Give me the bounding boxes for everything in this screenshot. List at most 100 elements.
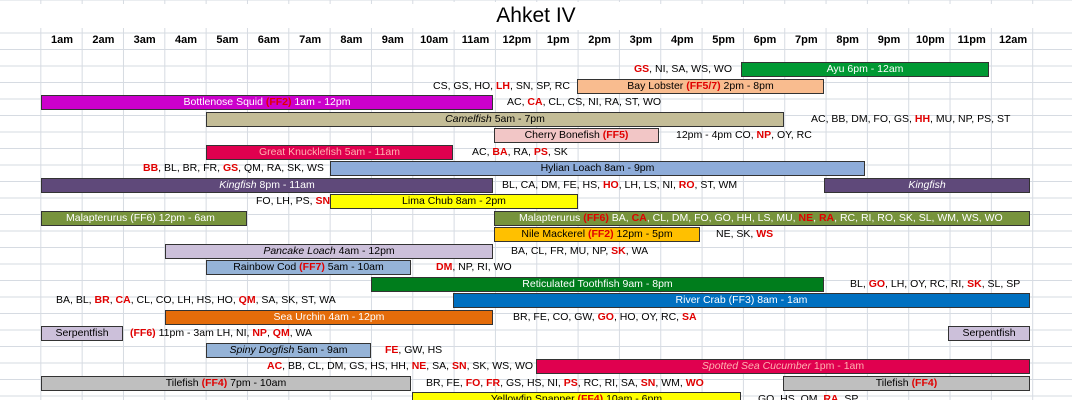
hour-label: 12am [998,34,1028,46]
highlight-code: LH [496,79,511,92]
location-codes: 12pm - 4pm CO, NP, OY, RC [676,128,812,143]
label-part: , CL, CS, NI, RA, ST, WO [542,96,662,108]
label-part: NE, SK, [716,228,757,240]
label-part: Cherry Bonefish [524,129,603,141]
label-part: Pancake Loach [263,244,336,257]
highlight-code: SN [640,376,656,389]
highlight-code: PS [563,376,578,389]
label-part: 5am - 10am [324,261,384,273]
label-part: , [266,327,273,339]
highlight-code: DM [436,261,453,273]
label-part: CS, GS, HO, [433,79,497,92]
time-bar-bottlenose-squid: Bottlenose Squid (FF2) 1am - 12pm [41,95,493,110]
highlight-code: GO [868,277,886,290]
highlight-code: NE [411,360,427,372]
label-part: Bottlenose Squid [183,96,266,108]
time-bar-ayu-6pm-12am: Ayu 6pm - 12am [741,62,989,77]
label-part: , CL, DM, FO, GO, HH, LS, MU, [646,211,799,224]
time-bar-rainbow-cod: Rainbow Cod (FF7) 5am - 10am [206,260,411,275]
label-part: 5am - 7pm [491,112,545,125]
label-part: AC, BB, DM, FO, GS, [811,112,915,125]
highlight-code: CA [631,211,647,224]
label-part: BA, CL, FR, MU, NP, [511,244,612,257]
time-bar-pancake-loach: Pancake Loach 4am - 12pm [165,243,493,259]
location-codes: CS, GS, HO, LH, SN, SP, RC [433,79,570,94]
label-part: , NI, SA, WS, WO [649,63,733,75]
highlight-code: QM [238,294,256,306]
highlight-code: GS [222,162,239,174]
highlight-code: GO [597,310,614,323]
location-codes: AC, BA, RA, PS, SK [472,145,568,160]
label-part: FO, LH, PS, [256,195,316,207]
page-title: Ahket IV [0,4,1072,28]
label-part: BA, BL, [56,294,95,306]
label-part: Ayu 6pm - 12am [826,63,904,75]
label-part: , [109,294,116,306]
highlight-code: CA [115,294,131,306]
label-part: , RA, [507,145,534,158]
highlight-code: BB [143,162,159,174]
time-bar-malapterurus: Malapterurus (FF6) BA, CA, CL, DM, FO, G… [494,210,1030,226]
highlight-code: NP [756,129,772,141]
label-part: Tilefish [875,376,912,389]
hour-label: 2pm [588,34,611,46]
time-bar-serpentfish: Serpentfish [41,326,123,341]
time-bar-reticulated-toothfish-9am-8pm: Reticulated Toothfish 9am - 8pm [371,276,824,292]
hour-label: 10pm [915,34,945,46]
hour-label: 5pm [712,34,735,46]
highlight-code: WS [756,228,774,240]
label-part: 1am - 12pm [291,96,351,108]
label-part: , SP [838,393,859,400]
hour-label: 7pm [794,34,818,46]
highlight-code: (FF4) [201,376,228,389]
hour-label: 3pm [629,34,653,46]
hour-label: 12pm [502,34,532,46]
hour-label: 7am [299,34,322,46]
label-part: , SA, [426,360,452,372]
time-bar-cherry-bonefish: Cherry Bonefish (FF5) [494,128,659,143]
label-part: Serpentfish [962,327,1016,339]
location-codes: AC, BB, CL, DM, GS, HS, HH, NE, SA, SN, … [267,359,533,374]
hour-label: 11pm [957,34,986,46]
label-part: , SL, SP [981,277,1021,290]
label-part: Rainbow Cod [233,261,300,273]
time-bar-spiny-dogfish: Spiny Dogfish 5am - 9am [206,342,371,358]
hour-label: 1pm [546,34,570,46]
label-part: 12pm - 5pm [613,228,673,240]
location-codes: BA, CL, FR, MU, NP, SK, WA [511,244,648,259]
label-part: , RC, RI, SA, [577,376,641,389]
location-codes: AC, BB, DM, FO, GS, HH, MU, NP, PS, ST [811,112,1010,127]
location-codes: DM, NP, RI, WO [436,260,512,275]
label-part: (FF3) [728,294,755,306]
time-bar-malapterurus: Malapterurus (FF6) 12pm - 6am [41,210,247,226]
highlight-code: SA [682,310,697,323]
label-part: Malapterurus [519,211,584,224]
time-bar-yellowfin-snapper: Yellowfin Snapper (FF4) 10am - 6pm [412,392,741,400]
label-part: , GW, HS [398,343,443,356]
label-part: Reticulated Toothfish 9am - 8pm [522,277,673,290]
time-bar-nile-mackerel: Nile Mackerel (FF2) 12pm - 5pm [494,227,700,242]
label-part: (FF6) [130,211,156,224]
label-part: , WA [625,244,649,257]
label-part: 4am - 12pm [335,244,395,257]
label-part: Sea Urchin 4am - 12pm [273,310,385,323]
hour-label: 9am [381,34,404,46]
label-part: , GS, HS, NI, [500,376,564,389]
highlight-code: RO [678,178,695,191]
label-part: Malapterurus [66,211,131,224]
highlight-code: QM [272,327,290,339]
highlight-code: FR [486,376,501,389]
label-part: 1pm - 1am [811,360,865,372]
label-part: , BL, BR, FR, [158,162,223,174]
location-codes: GS, NI, SA, WS, WO [634,62,732,77]
label-part: Kingfish [908,178,946,191]
label-part: GO, HS, QM, [758,393,824,400]
highlight-code: (FF5) [602,129,629,141]
highlight-code: (FF4) [577,393,604,400]
label-part: Camelfish [445,112,492,125]
label-part: , RC, RI, RO, SK, SL, WM, WS, WO [834,211,1003,224]
highlight-code: GS [634,63,650,75]
highlight-code: (FF2) [265,96,292,108]
highlight-code: HO [602,178,619,191]
